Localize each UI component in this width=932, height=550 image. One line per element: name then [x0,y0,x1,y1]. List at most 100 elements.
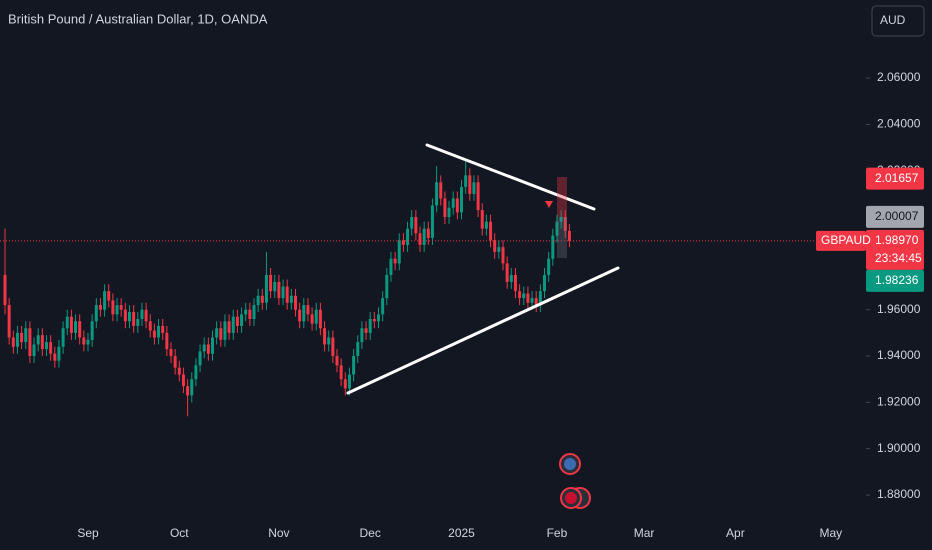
candle-body [223,321,227,340]
candle-body [493,240,497,252]
candle-body [11,337,15,347]
candle-body [501,247,505,264]
price-countdown: 23:34:45 [875,251,922,265]
candle-body [94,305,98,322]
candle-body [455,198,459,213]
candle-body [526,293,530,303]
candle-body [551,235,555,259]
event-icon[interactable] [559,453,581,475]
candle-body [128,312,131,322]
price-label-box [866,269,924,292]
candle-body [335,356,339,366]
candle-body [547,258,551,275]
candle-body [389,258,393,275]
candle-body [331,337,335,357]
candle-body [219,328,223,340]
candle-body [368,318,372,333]
candle-body [480,210,484,229]
candle-body [69,316,73,333]
candle-body [426,228,430,238]
candle-body [543,274,546,292]
candle-body [157,325,161,338]
candle-body [489,221,493,241]
currency-button[interactable] [871,5,925,37]
candle-body [497,247,501,252]
candle-body [393,258,397,264]
candle-body [90,321,94,340]
candle-body [418,233,422,245]
candle-body [534,298,538,306]
candle-body [177,367,181,375]
candle-body [273,281,277,292]
candle-body [372,318,376,322]
candle-body [422,228,426,245]
candle-body [269,274,273,292]
candle-body [215,328,219,338]
candle-body [40,335,44,350]
event-icon[interactable] [560,487,591,509]
candle-body [538,291,542,306]
candle-body [327,337,331,345]
candle-body [65,316,69,329]
highlight-box [557,217,567,258]
candle-body [285,286,289,303]
candle-body [356,342,360,357]
candle-body [181,374,185,387]
candle-body [381,298,385,315]
candle-body [248,309,252,319]
candle-body [140,309,144,319]
candle-body [173,356,177,368]
chart-title: British Pound / Australian Dollar, 1D, O… [8,11,268,26]
candle-body [522,293,526,299]
symbol-label: GBPAUD [821,233,871,247]
price-label: 2.00007 [875,209,919,223]
candle-body [198,351,202,366]
x-tick-label: Nov [268,526,289,540]
candle-body [211,337,214,354]
y-tick-label: 1.90000 [877,441,921,455]
plot-area [0,161,866,417]
candle-body [256,295,260,306]
candle-body [115,305,119,315]
candle-body [227,321,231,333]
x-tick-label: Sep [77,526,99,540]
candle-body [152,330,156,338]
candle-body [460,186,463,213]
signal-marker [545,201,553,208]
candle-body [323,328,327,345]
price-label: 1.98970 [875,233,919,247]
candle-body [555,221,559,236]
symbol-label-box [816,230,866,251]
candle-body [24,328,28,343]
candle-body [472,182,476,194]
x-tick-label: Mar [634,526,655,540]
candle-body [165,332,169,350]
candle-body [277,281,281,299]
candle-body [161,325,165,333]
candle-body [447,207,451,218]
candle-body [144,309,148,322]
candle-body [136,318,140,326]
candle-body [318,309,322,329]
candle-body [464,175,468,187]
candle-body [169,349,173,357]
candle-body [132,312,136,326]
candle-body [306,305,310,315]
trend-line [346,266,620,395]
highlight-box [557,177,567,217]
candle-body [430,205,434,238]
candle-body [451,198,455,208]
candle-body [103,291,107,310]
candle-body [119,305,123,310]
candle-body [401,240,405,245]
candle-body [111,300,115,315]
candle-body [347,374,351,389]
candle-body [377,314,380,322]
y-tick-label: 1.88000 [877,487,921,501]
candle-body [49,342,53,354]
candle-body [82,337,86,345]
candle-body [36,335,40,345]
candle-body [364,328,368,333]
candle-body [74,321,78,333]
